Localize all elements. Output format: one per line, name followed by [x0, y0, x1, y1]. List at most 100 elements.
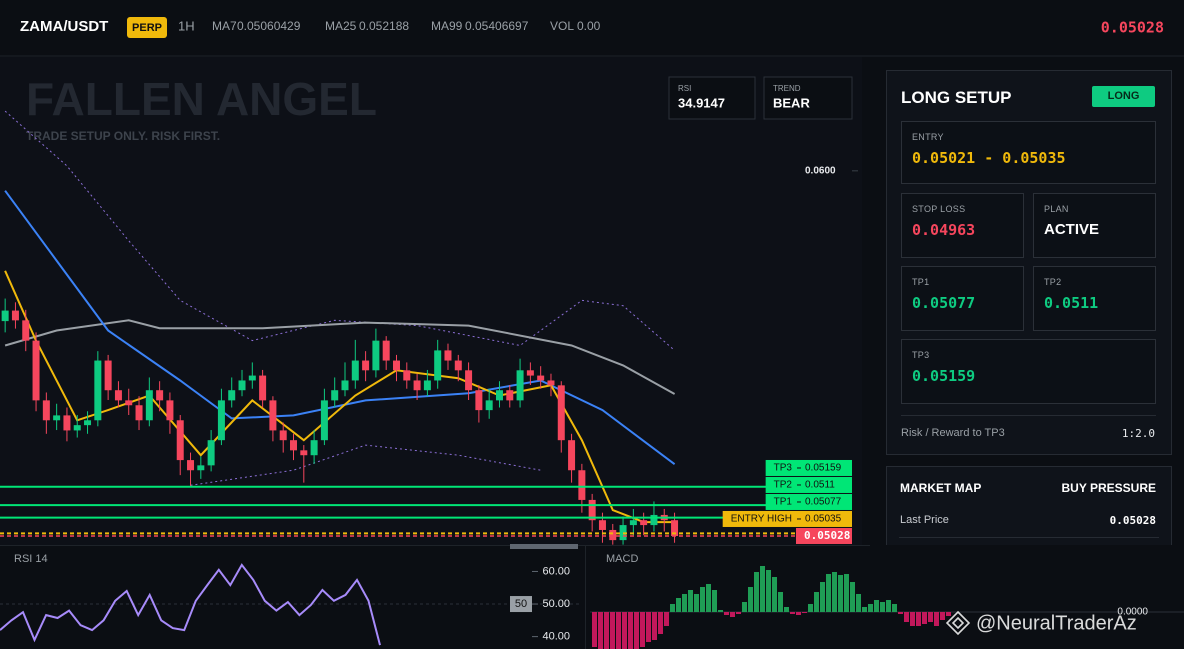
- candle-body: [547, 380, 555, 386]
- candle-body: [598, 520, 606, 530]
- macd-bar: [850, 582, 855, 612]
- macd-bar: [790, 612, 795, 614]
- candle-body: [495, 390, 503, 401]
- market-card: MARKET MAP BUY PRESSURE Last Price 0.050…: [886, 466, 1172, 545]
- candle-body: [485, 400, 493, 411]
- macd-bar: [598, 612, 603, 649]
- candle-body: [32, 340, 40, 401]
- candle-body: [526, 370, 534, 376]
- stat-label: RSI: [678, 84, 691, 93]
- candle-body: [187, 460, 195, 471]
- macd-bar: [826, 574, 831, 612]
- candle-body: [145, 390, 153, 421]
- macd-bar: [820, 582, 825, 612]
- candle-body: [537, 375, 545, 381]
- candle-body: [248, 375, 256, 381]
- tp-box: TP2 0.0511: [1033, 266, 1156, 331]
- plan-label: PLAN: [1044, 204, 1069, 214]
- macd-bar: [634, 612, 639, 649]
- macd-bar: [772, 577, 777, 612]
- candle-body: [413, 380, 421, 391]
- main-plot: [1, 110, 679, 545]
- macd-bar: [670, 604, 675, 612]
- level-tag-value: 0.05035: [805, 514, 842, 525]
- candle-body: [197, 465, 205, 471]
- level-tag-value: 0.05077: [805, 497, 842, 508]
- macd-bar: [622, 612, 627, 649]
- symbol[interactable]: ZAMA/USDT: [20, 18, 108, 35]
- ma-line: [4, 319, 676, 395]
- overlays: RSI 34.9147 TREND BEAR @NeuralTraderAz 0…: [0, 76, 1137, 636]
- scrollbar[interactable]: [510, 544, 578, 549]
- macd-bar: [874, 600, 879, 612]
- candle-body: [392, 360, 400, 371]
- macd-bar: [676, 598, 681, 612]
- midline-label: 50: [515, 598, 527, 610]
- interval[interactable]: 1H: [178, 18, 195, 33]
- macd-bar: [688, 590, 693, 612]
- market-status: BUY PRESSURE: [1061, 481, 1156, 495]
- candle-body: [11, 310, 19, 321]
- candle-body: [53, 415, 61, 421]
- candle-body: [650, 514, 658, 526]
- separator: [901, 415, 1156, 416]
- entry-label: ENTRY: [912, 132, 944, 142]
- macd-bar: [844, 574, 849, 612]
- ma-value: 0.052188: [359, 19, 409, 33]
- macd-bar: [694, 594, 699, 612]
- y-tick-label: 0.0600: [805, 165, 836, 176]
- entry-value: 0.05021 - 0.05035: [912, 149, 1066, 167]
- candle-body: [238, 380, 246, 391]
- candle-body: [372, 340, 380, 371]
- candle-body: [290, 440, 298, 451]
- candle-body: [228, 390, 236, 401]
- macd-bar: [652, 612, 657, 640]
- macd-bar: [610, 612, 615, 649]
- stat-value: BEAR: [773, 95, 810, 110]
- last-price-label: 0.05028: [804, 529, 850, 542]
- tp-box: TP3 0.05159: [901, 339, 1156, 404]
- macd-bar: [766, 570, 771, 612]
- candle-body: [176, 420, 184, 461]
- macd-bar: [940, 612, 945, 620]
- candle-body: [1, 310, 9, 322]
- macd-bar: [886, 600, 891, 612]
- candle-body: [84, 420, 92, 426]
- macd-bar: [832, 572, 837, 612]
- midline-tag: [510, 596, 532, 613]
- level-tag-label: TP3: [774, 463, 793, 474]
- macd-bar: [736, 612, 741, 614]
- macd-bar: [898, 612, 903, 614]
- macd-bar: [880, 602, 885, 612]
- candle-body: [259, 375, 267, 401]
- candle-body: [671, 520, 679, 536]
- setup-card: LONG SETUP LONG ENTRY 0.05021 - 0.05035 …: [886, 70, 1172, 455]
- band-line: [190, 444, 541, 486]
- macd-bar: [640, 612, 645, 647]
- macd-bar: [916, 612, 921, 626]
- rr-value: 1:2.0: [1121, 427, 1155, 440]
- candle-body: [588, 499, 596, 521]
- level-tag: [765, 459, 852, 476]
- candle-body: [609, 529, 617, 541]
- candle-body: [444, 350, 452, 361]
- candle-body: [341, 380, 349, 391]
- level-tag-label: TP1: [774, 497, 793, 508]
- macd-bar: [862, 607, 867, 612]
- plan-value: ACTIVE: [1044, 221, 1100, 238]
- candle-body: [104, 360, 112, 391]
- macd-bar: [646, 612, 651, 642]
- stop-label: STOP LOSS: [912, 204, 966, 214]
- y-tick-label: 40.00: [542, 631, 570, 643]
- candle-body: [423, 380, 431, 391]
- macd-bar: [754, 572, 759, 612]
- macd-bar: [802, 612, 807, 613]
- macd-bar: [664, 612, 669, 626]
- candle-body: [63, 415, 71, 431]
- macd-bar: [784, 607, 789, 612]
- tp-label: TP2: [1044, 277, 1062, 287]
- last-price-value: 0.05028: [1109, 514, 1156, 527]
- level-tag: [765, 493, 852, 510]
